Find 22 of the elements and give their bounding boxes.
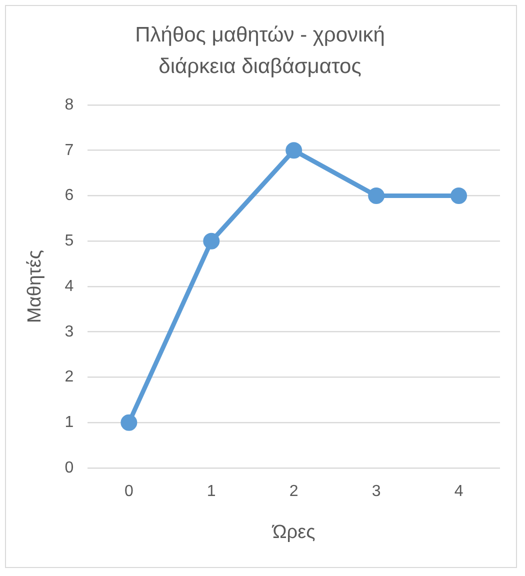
x-axis-title: Ώρες [271,522,316,543]
point [203,232,220,250]
x-tick-label: 1 [206,483,216,500]
y-tick-label: 0 [64,459,74,476]
y-tick-label: 4 [64,278,74,295]
chart-title: Πλήθος μαθητών - χρονική διάρκεια διαβάσματος [135,24,385,78]
y-tick-label: 5 [64,232,74,250]
x-tick-label: 2 [289,483,298,500]
y-tick-label: 6 [64,187,74,204]
y-tick-label: 1 [64,414,74,432]
y-axis-title: Μαθητές [24,250,46,324]
x-tick-label: 0 [124,483,134,500]
point [368,188,385,204]
y-tick-label: 7 [64,142,74,159]
point [120,414,138,431]
y-tick-label: 2 [64,368,74,386]
point [450,188,468,204]
y-tick-label: 3 [64,323,74,340]
point [286,142,302,159]
x-tick-label: 3 [372,483,381,500]
y-tick-label: 8 [64,96,74,114]
x-tick-label: 4 [454,483,464,500]
